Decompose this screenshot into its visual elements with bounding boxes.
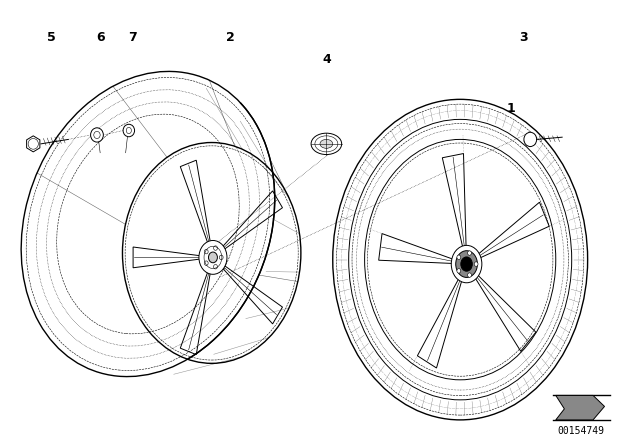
Ellipse shape xyxy=(123,124,134,137)
Ellipse shape xyxy=(474,262,478,266)
Ellipse shape xyxy=(468,251,472,255)
Ellipse shape xyxy=(204,246,222,268)
Text: 5: 5 xyxy=(47,30,56,43)
Text: 6: 6 xyxy=(96,30,104,43)
Polygon shape xyxy=(27,136,40,152)
Ellipse shape xyxy=(457,255,461,259)
Ellipse shape xyxy=(456,251,477,277)
Ellipse shape xyxy=(461,257,472,271)
Text: 7: 7 xyxy=(127,30,136,43)
Ellipse shape xyxy=(457,269,461,273)
Text: 1: 1 xyxy=(507,102,516,115)
Ellipse shape xyxy=(451,246,482,283)
Ellipse shape xyxy=(199,241,227,274)
Text: 00154749: 00154749 xyxy=(558,426,605,436)
Text: 4: 4 xyxy=(322,53,331,66)
Ellipse shape xyxy=(468,273,472,277)
Text: 2: 2 xyxy=(227,30,235,43)
Ellipse shape xyxy=(524,132,537,146)
Text: 3: 3 xyxy=(520,30,528,43)
Ellipse shape xyxy=(91,128,103,142)
Polygon shape xyxy=(556,396,605,420)
Ellipse shape xyxy=(209,252,218,263)
Ellipse shape xyxy=(311,133,342,155)
Ellipse shape xyxy=(320,139,333,148)
